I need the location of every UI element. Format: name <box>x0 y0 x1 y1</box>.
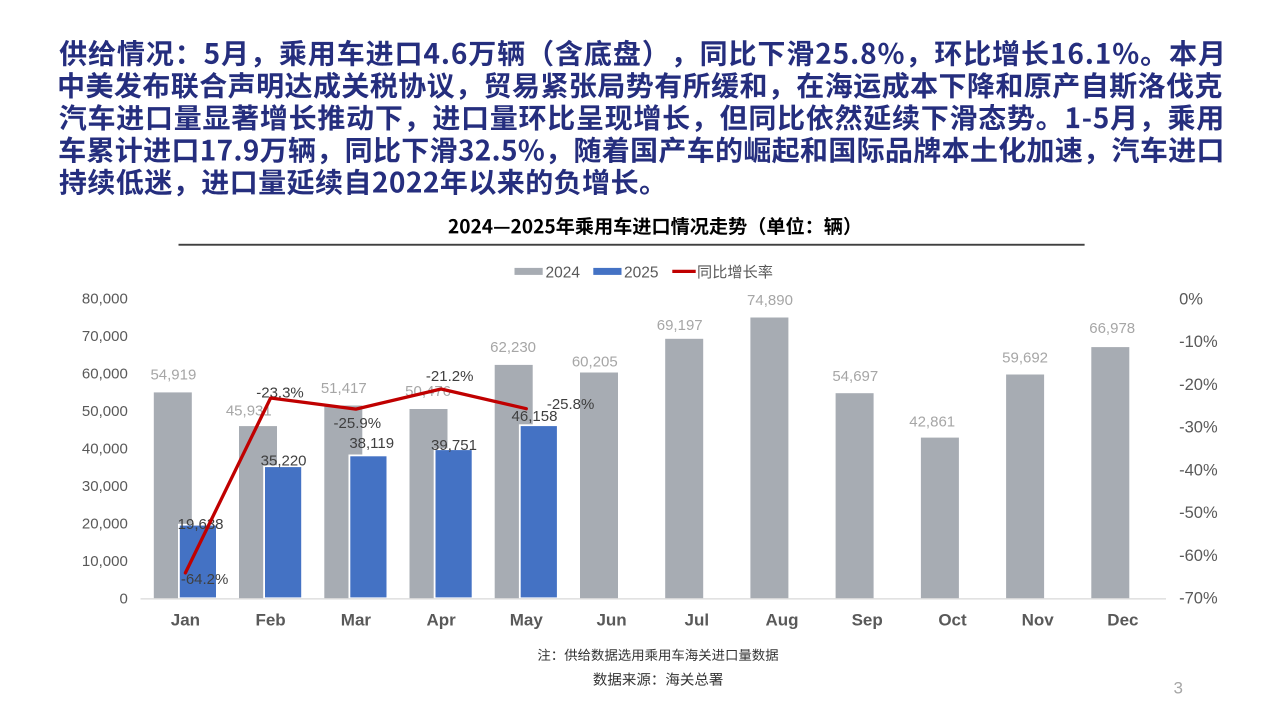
svg-text:60,205: 60,205 <box>572 354 618 371</box>
svg-text:Sep: Sep <box>852 610 883 629</box>
svg-text:54,919: 54,919 <box>150 367 196 384</box>
svg-text:-21.2%: -21.2% <box>426 368 474 385</box>
svg-text:62,230: 62,230 <box>490 339 536 356</box>
svg-text:35,220: 35,220 <box>261 452 307 469</box>
svg-text:74,890: 74,890 <box>747 292 793 309</box>
svg-text:30,000: 30,000 <box>82 478 128 495</box>
svg-text:19,638: 19,638 <box>178 516 224 533</box>
svg-text:50,000: 50,000 <box>82 403 128 420</box>
svg-text:-20%: -20% <box>1179 376 1218 394</box>
svg-text:10,000: 10,000 <box>82 553 128 570</box>
svg-text:Feb: Feb <box>255 610 285 629</box>
svg-text:2025: 2025 <box>624 264 658 281</box>
svg-text:46,158: 46,158 <box>512 408 558 425</box>
svg-text:70,000: 70,000 <box>82 328 128 345</box>
svg-text:20,000: 20,000 <box>82 516 128 533</box>
svg-text:66,978: 66,978 <box>1089 320 1135 337</box>
svg-text:3: 3 <box>1173 678 1182 697</box>
svg-text:May: May <box>510 610 544 629</box>
svg-text:Nov: Nov <box>1022 610 1055 629</box>
svg-text:Oct: Oct <box>938 610 967 629</box>
svg-text:-30%: -30% <box>1179 419 1218 437</box>
svg-text:Jan: Jan <box>171 610 200 629</box>
svg-text:Mar: Mar <box>341 610 372 629</box>
svg-text:-60%: -60% <box>1179 547 1218 565</box>
svg-text:Apr: Apr <box>426 610 456 629</box>
svg-text:-25.8%: -25.8% <box>547 396 595 413</box>
svg-text:Dec: Dec <box>1107 610 1138 629</box>
svg-text:60,000: 60,000 <box>82 366 128 383</box>
svg-text:2024: 2024 <box>546 264 581 281</box>
svg-text:-10%: -10% <box>1179 333 1218 351</box>
svg-text:Jul: Jul <box>685 610 710 629</box>
svg-text:38,119: 38,119 <box>349 435 394 452</box>
svg-text:39,751: 39,751 <box>431 437 477 454</box>
svg-text:42,861: 42,861 <box>909 414 955 431</box>
svg-text:-64.2%: -64.2% <box>181 571 229 588</box>
svg-text:-23.3%: -23.3% <box>256 385 304 402</box>
svg-text:51,417: 51,417 <box>321 380 367 397</box>
svg-text:0: 0 <box>119 591 127 608</box>
svg-text:0%: 0% <box>1179 290 1203 308</box>
svg-text:Aug: Aug <box>765 610 798 629</box>
svg-text:-25.9%: -25.9% <box>334 415 382 432</box>
svg-text:-40%: -40% <box>1179 461 1218 479</box>
svg-text:59,692: 59,692 <box>1002 350 1048 367</box>
svg-text:-50%: -50% <box>1179 504 1218 522</box>
svg-text:Jun: Jun <box>596 610 626 629</box>
svg-text:-70%: -70% <box>1179 590 1218 608</box>
svg-text:69,197: 69,197 <box>657 317 703 334</box>
svg-text:40,000: 40,000 <box>82 441 128 458</box>
svg-text:80,000: 80,000 <box>82 291 128 308</box>
svg-text:54,697: 54,697 <box>832 368 878 385</box>
